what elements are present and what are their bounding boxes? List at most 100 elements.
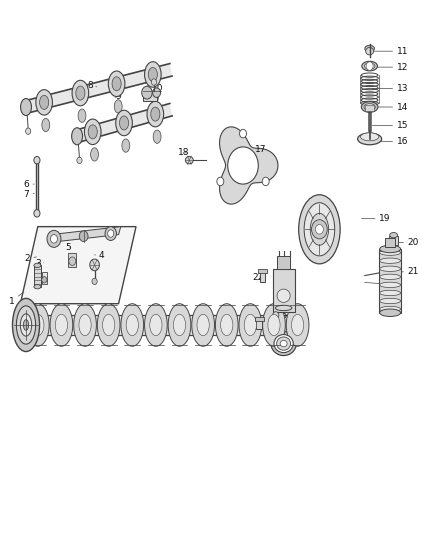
Ellipse shape — [271, 332, 296, 356]
Ellipse shape — [291, 314, 304, 336]
Ellipse shape — [366, 47, 374, 55]
Bar — [379, 249, 401, 313]
Ellipse shape — [299, 195, 340, 264]
Ellipse shape — [380, 274, 401, 279]
Ellipse shape — [380, 306, 401, 312]
Ellipse shape — [380, 266, 401, 271]
Circle shape — [262, 177, 269, 185]
Circle shape — [42, 277, 47, 283]
Circle shape — [90, 259, 99, 271]
Ellipse shape — [360, 133, 379, 141]
Text: 1: 1 — [9, 292, 24, 305]
Polygon shape — [25, 63, 172, 113]
Circle shape — [311, 220, 327, 239]
Circle shape — [77, 157, 82, 164]
Ellipse shape — [102, 314, 115, 336]
Circle shape — [152, 88, 160, 98]
Text: 19: 19 — [361, 214, 391, 223]
Text: 7: 7 — [23, 190, 34, 199]
Text: 16: 16 — [372, 137, 408, 146]
Ellipse shape — [280, 341, 287, 347]
Bar — [255, 317, 264, 321]
Ellipse shape — [310, 213, 328, 245]
Ellipse shape — [97, 304, 120, 346]
Ellipse shape — [16, 306, 35, 344]
Text: 11: 11 — [374, 47, 408, 55]
Ellipse shape — [151, 107, 160, 121]
Text: 14: 14 — [372, 102, 408, 111]
Text: 10: 10 — [147, 84, 164, 93]
Ellipse shape — [72, 128, 82, 145]
Ellipse shape — [362, 61, 378, 71]
Ellipse shape — [185, 157, 193, 164]
Ellipse shape — [114, 100, 122, 113]
Ellipse shape — [365, 45, 374, 52]
Circle shape — [79, 231, 88, 241]
Ellipse shape — [21, 99, 32, 116]
Text: 3: 3 — [35, 260, 43, 268]
Bar — [389, 236, 398, 245]
Ellipse shape — [34, 263, 41, 268]
Ellipse shape — [151, 91, 159, 104]
Ellipse shape — [277, 289, 290, 302]
Ellipse shape — [108, 71, 125, 96]
Ellipse shape — [380, 258, 401, 263]
Circle shape — [217, 177, 224, 185]
Ellipse shape — [244, 314, 257, 336]
Ellipse shape — [168, 304, 191, 346]
Text: 13: 13 — [372, 84, 408, 93]
Ellipse shape — [32, 314, 44, 336]
Bar — [273, 269, 294, 312]
Ellipse shape — [74, 304, 96, 346]
Text: 22: 22 — [253, 273, 264, 281]
Ellipse shape — [126, 314, 138, 336]
Text: 2: 2 — [24, 254, 36, 263]
Ellipse shape — [357, 133, 381, 145]
Ellipse shape — [380, 298, 401, 304]
Circle shape — [240, 130, 247, 138]
Text: 18: 18 — [178, 148, 190, 157]
Ellipse shape — [23, 320, 28, 330]
Ellipse shape — [145, 304, 167, 346]
Ellipse shape — [150, 314, 162, 336]
Bar — [365, 106, 374, 111]
Ellipse shape — [380, 290, 401, 296]
Ellipse shape — [34, 285, 41, 289]
Circle shape — [273, 312, 279, 319]
Ellipse shape — [380, 282, 401, 287]
Ellipse shape — [286, 304, 309, 346]
Circle shape — [108, 230, 114, 237]
Text: 26: 26 — [283, 339, 294, 348]
Bar — [68, 253, 76, 266]
Text: 25: 25 — [277, 311, 288, 320]
Polygon shape — [219, 127, 278, 204]
Polygon shape — [49, 227, 121, 243]
Circle shape — [315, 224, 323, 234]
Ellipse shape — [304, 203, 335, 256]
Bar — [277, 256, 290, 269]
Ellipse shape — [50, 304, 73, 346]
Ellipse shape — [20, 314, 32, 336]
Ellipse shape — [390, 232, 398, 238]
Ellipse shape — [268, 314, 280, 336]
Ellipse shape — [192, 304, 215, 346]
Text: 24: 24 — [248, 323, 260, 332]
Ellipse shape — [121, 304, 144, 346]
Ellipse shape — [153, 130, 161, 143]
Circle shape — [105, 227, 117, 240]
Bar — [260, 272, 265, 282]
Ellipse shape — [147, 101, 164, 127]
Circle shape — [228, 147, 258, 184]
Circle shape — [69, 257, 76, 265]
Ellipse shape — [274, 335, 293, 353]
Polygon shape — [20, 227, 136, 304]
Ellipse shape — [239, 304, 262, 346]
Circle shape — [34, 209, 40, 217]
Ellipse shape — [39, 95, 49, 109]
Ellipse shape — [380, 245, 401, 253]
Ellipse shape — [112, 77, 121, 91]
Bar — [20, 316, 306, 335]
Bar — [34, 265, 41, 287]
Bar — [42, 272, 47, 284]
Bar — [256, 319, 262, 329]
